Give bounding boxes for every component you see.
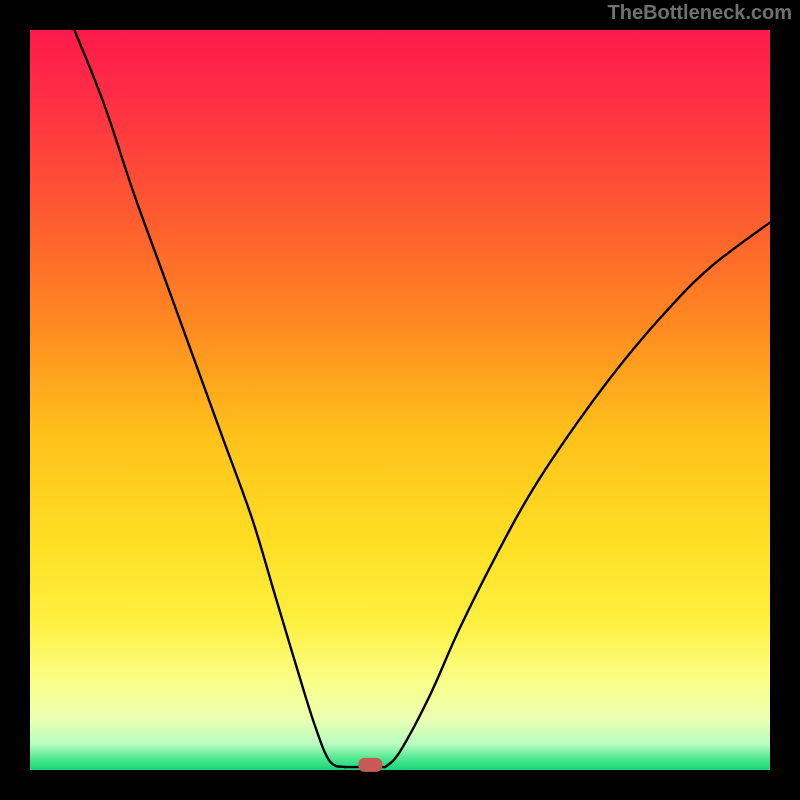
optimum-marker — [358, 758, 382, 772]
plot-background — [30, 30, 770, 770]
bottleneck-chart — [0, 0, 800, 800]
watermark-text: TheBottleneck.com — [608, 2, 792, 25]
chart-frame: TheBottleneck.com — [0, 0, 800, 800]
